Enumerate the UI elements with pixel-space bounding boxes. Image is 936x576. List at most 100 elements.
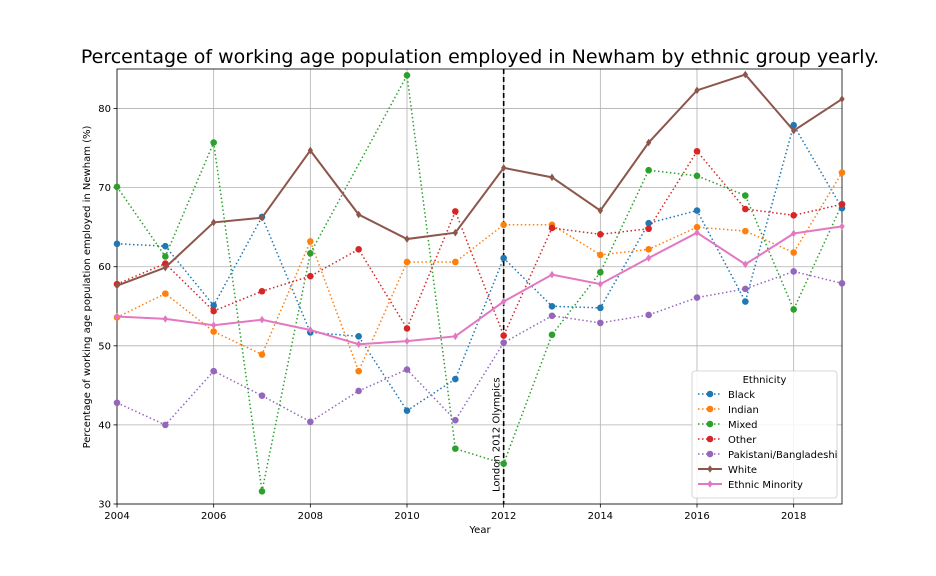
data-point-indian bbox=[742, 227, 749, 235]
x-tick-label: 2014 bbox=[588, 511, 613, 522]
legend-item-black: Black bbox=[698, 390, 755, 401]
legend-swatch-marker bbox=[706, 405, 714, 413]
data-point-mixed bbox=[790, 306, 797, 313]
data-point-white bbox=[597, 206, 603, 215]
data-point-black bbox=[500, 254, 507, 262]
legend-item-indian: Indian bbox=[698, 405, 759, 416]
data-point-white bbox=[114, 281, 120, 290]
y-axis-label: Percentage of working age population emp… bbox=[82, 125, 93, 448]
legend-swatch-marker bbox=[707, 465, 713, 473]
data-point-black bbox=[790, 121, 797, 129]
data-point-black bbox=[645, 219, 652, 227]
series-ethnic-minority bbox=[114, 222, 845, 349]
legend-swatch-marker bbox=[706, 435, 714, 443]
data-point-mixed bbox=[162, 253, 169, 260]
data-point-pakistani-bangladeshi bbox=[790, 268, 797, 275]
data-point-mixed bbox=[645, 166, 652, 174]
x-tick-label: 2004 bbox=[104, 511, 129, 522]
legend-swatch-marker bbox=[707, 480, 713, 488]
data-point-white bbox=[742, 70, 748, 79]
data-point-mixed bbox=[113, 183, 121, 191]
data-point-black bbox=[162, 242, 169, 250]
y-tick-label: 50 bbox=[98, 341, 111, 352]
data-point-mixed bbox=[452, 445, 459, 452]
series-white bbox=[114, 70, 845, 290]
legend-swatch-marker bbox=[706, 420, 714, 428]
data-point-pakistani-bangladeshi bbox=[742, 285, 749, 293]
data-point-other bbox=[500, 332, 507, 339]
data-point-other bbox=[452, 208, 459, 215]
data-point-pakistani-bangladeshi bbox=[210, 367, 217, 375]
data-point-white bbox=[549, 173, 555, 182]
data-point-black bbox=[548, 302, 556, 310]
series-line-ethnic-minority bbox=[116, 225, 843, 346]
data-point-other bbox=[403, 325, 411, 332]
data-point-ethnic-minority bbox=[501, 297, 507, 306]
x-tick-label: 2006 bbox=[201, 511, 226, 522]
data-point-pakistani-bangladeshi bbox=[452, 416, 459, 424]
series-line-pakistani-bangladeshi bbox=[116, 270, 843, 426]
series-indian bbox=[113, 169, 846, 375]
data-point-pakistani-bangladeshi bbox=[258, 392, 266, 399]
olympics-label: London 2012 Olympics bbox=[492, 377, 503, 492]
series-other bbox=[113, 147, 846, 339]
data-point-ethnic-minority bbox=[839, 222, 845, 231]
data-point-other bbox=[742, 205, 749, 213]
data-point-black bbox=[742, 298, 749, 305]
legend-label: Ethnic Minority bbox=[728, 480, 803, 491]
x-tick-label: 2010 bbox=[394, 511, 419, 522]
legend-label: White bbox=[728, 465, 757, 476]
data-point-other bbox=[597, 231, 604, 238]
data-point-black bbox=[210, 302, 217, 309]
data-point-white bbox=[694, 86, 700, 95]
data-point-white bbox=[259, 213, 265, 222]
data-point-other bbox=[355, 246, 362, 253]
series-line-other bbox=[116, 149, 843, 338]
data-point-ethnic-minority bbox=[549, 270, 555, 279]
data-point-white bbox=[501, 164, 507, 172]
data-point-pakistani-bangladeshi bbox=[403, 366, 411, 373]
y-tick-label: 60 bbox=[98, 262, 111, 273]
data-point-indian bbox=[403, 258, 411, 266]
x-tick-label: 2008 bbox=[298, 511, 323, 522]
data-point-pakistani-bangladeshi bbox=[500, 339, 507, 346]
data-point-black bbox=[693, 207, 701, 214]
data-point-ethnic-minority bbox=[259, 315, 265, 324]
legend-item-white: White bbox=[698, 465, 757, 476]
x-axis-label: Year bbox=[468, 525, 491, 536]
data-point-pakistani-bangladeshi bbox=[548, 312, 556, 320]
data-point-mixed bbox=[258, 488, 266, 495]
legend-swatch-marker bbox=[706, 450, 714, 458]
data-point-black bbox=[403, 407, 411, 414]
data-point-other bbox=[838, 200, 846, 208]
data-point-indian bbox=[452, 258, 459, 266]
data-point-pakistani-bangladeshi bbox=[645, 311, 652, 319]
data-point-ethnic-minority bbox=[452, 332, 458, 341]
data-point-mixed bbox=[548, 331, 556, 339]
data-point-ethnic-minority bbox=[356, 340, 362, 349]
legend-label: Pakistani/Bangladeshi bbox=[728, 450, 837, 461]
data-point-indian bbox=[838, 169, 846, 176]
legend: Ethnicity Black Indian Mixed Other Pakistani/… bbox=[691, 370, 837, 499]
data-point-pakistani-bangladeshi bbox=[693, 294, 701, 301]
legend-item-mixed: Mixed bbox=[698, 420, 758, 431]
data-point-ethnic-minority bbox=[694, 228, 700, 237]
data-point-other bbox=[307, 272, 314, 280]
data-point-white bbox=[356, 210, 362, 219]
data-point-indian bbox=[210, 328, 217, 335]
series-group bbox=[113, 70, 846, 495]
x-tick-label: 2016 bbox=[684, 511, 709, 522]
data-point-indian bbox=[307, 238, 314, 245]
legend-item-ethnic-minority: Ethnic Minority bbox=[698, 480, 803, 491]
data-point-other bbox=[645, 225, 652, 233]
data-point-pakistani-bangladeshi bbox=[838, 280, 846, 287]
x-tick-label: 2012 bbox=[491, 511, 516, 522]
data-point-ethnic-minority bbox=[404, 337, 410, 345]
data-point-indian bbox=[355, 367, 362, 375]
data-point-white bbox=[307, 146, 313, 155]
data-point-indian bbox=[597, 251, 604, 259]
data-point-pakistani-bangladeshi bbox=[597, 319, 604, 327]
legend-label: Other bbox=[728, 435, 757, 446]
y-tick-label: 30 bbox=[98, 500, 111, 511]
